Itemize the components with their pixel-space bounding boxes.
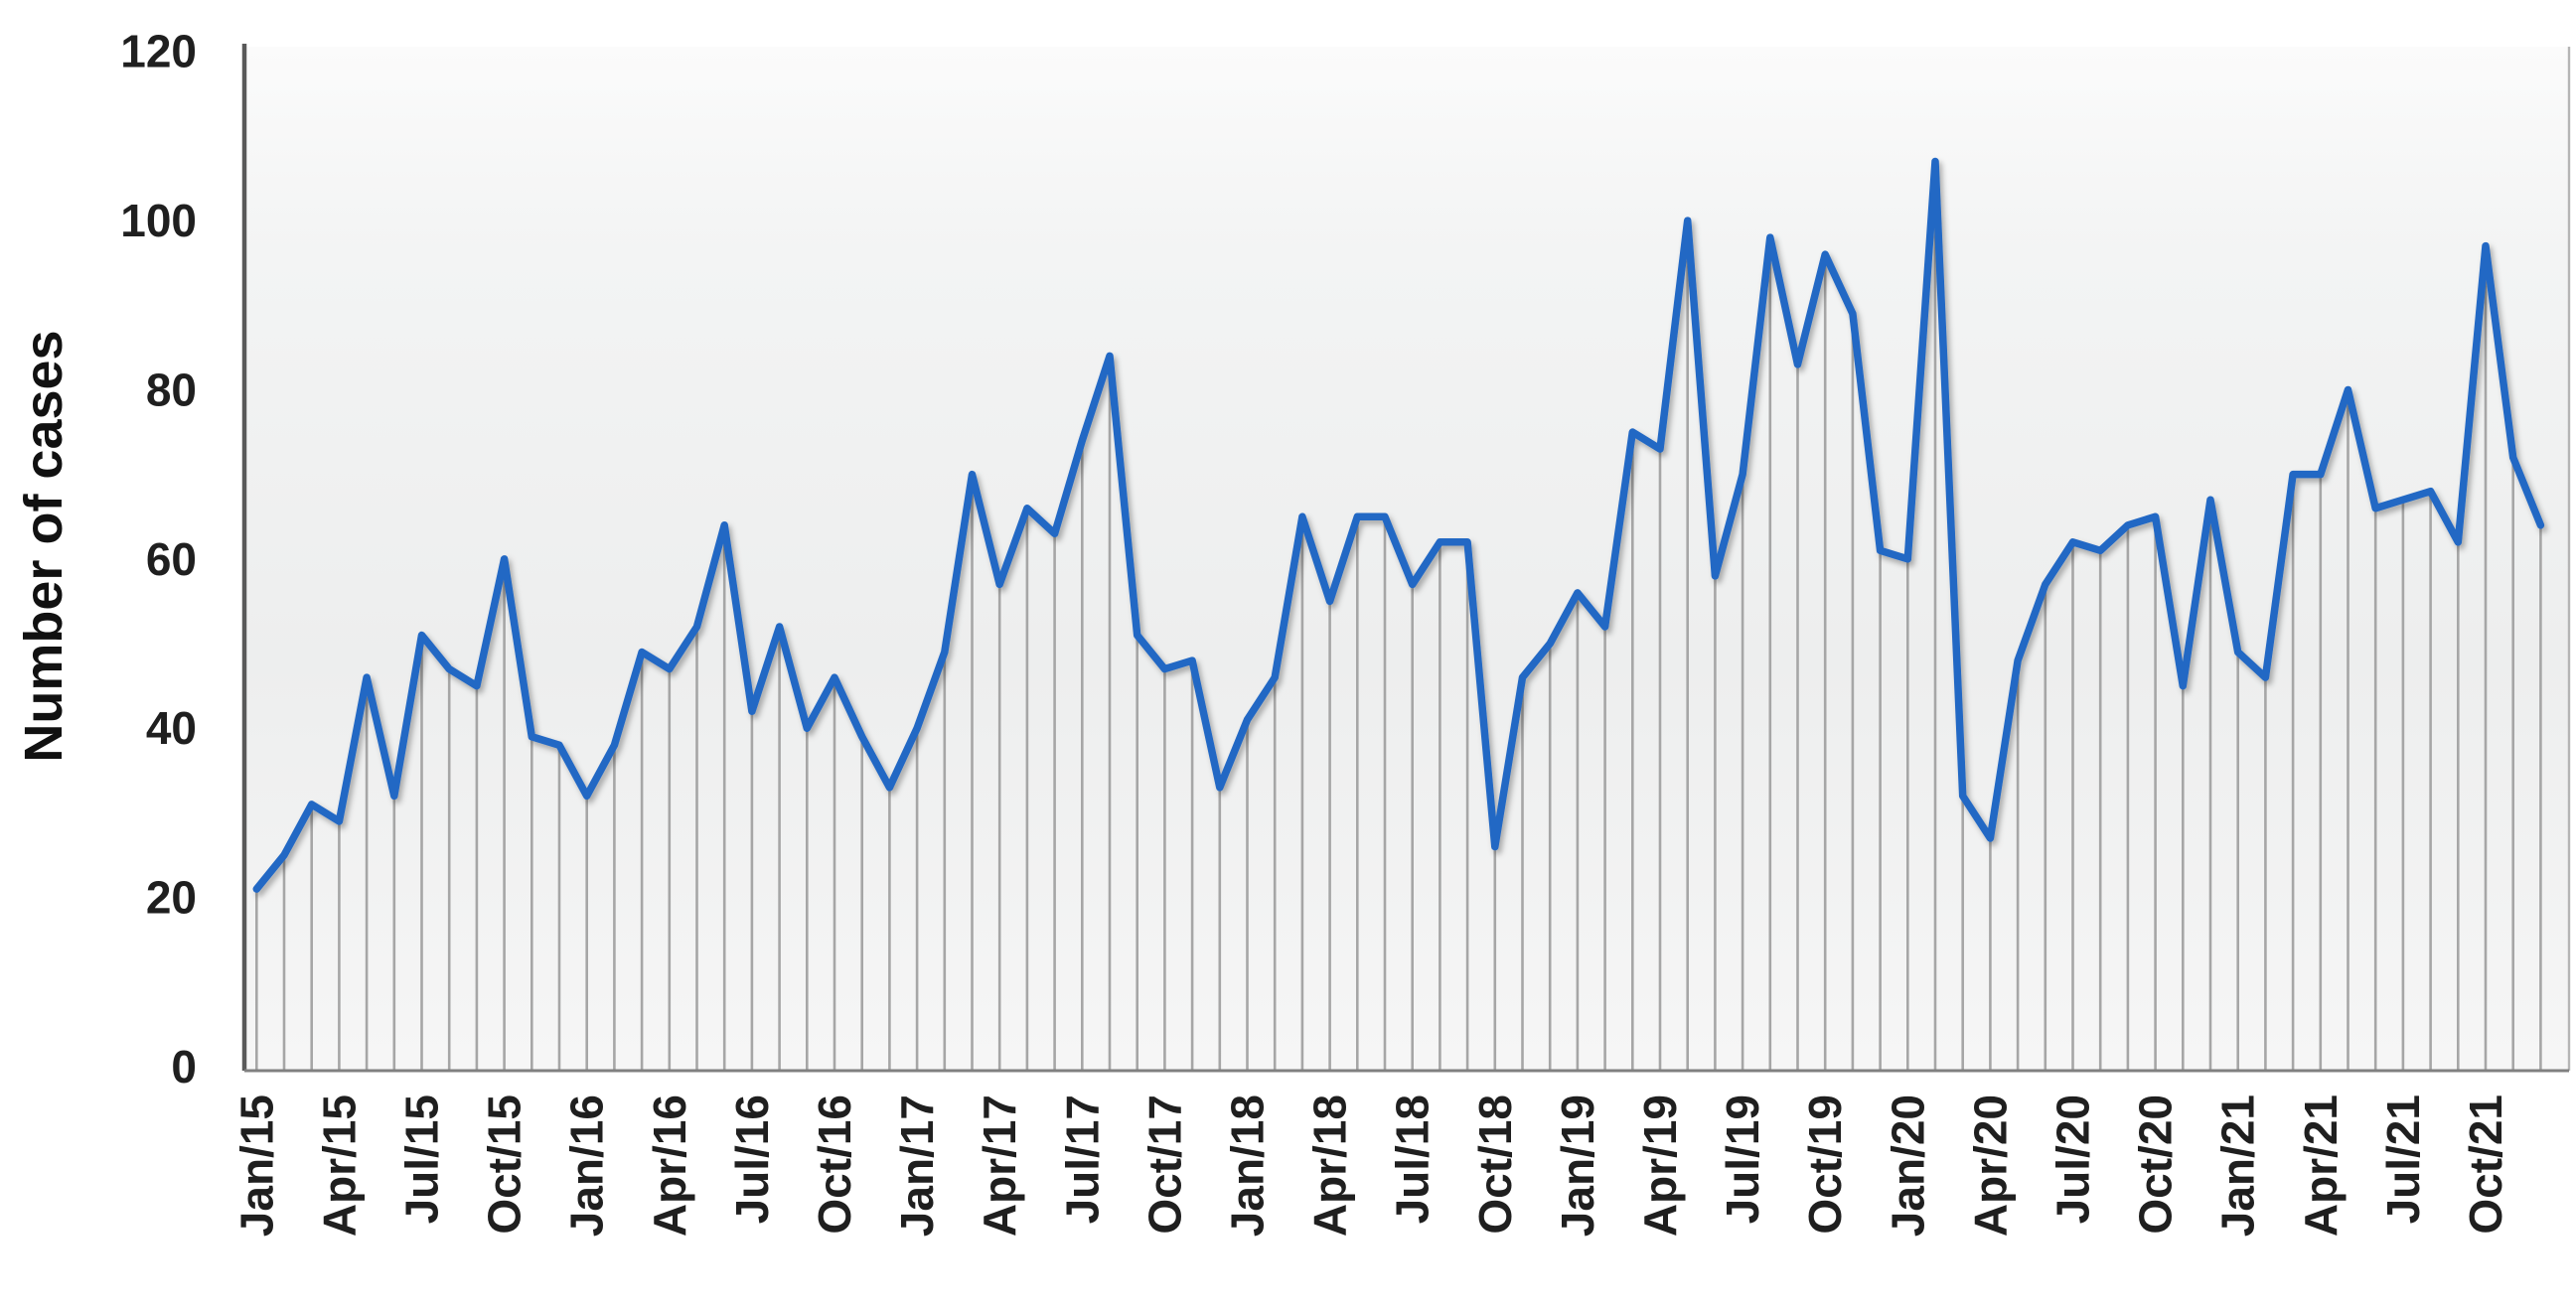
- x-tick-label: Apr/17: [974, 1094, 1025, 1237]
- x-tick-label: Oct/21: [2460, 1094, 2511, 1235]
- x-tick-label: Jul/21: [2377, 1094, 2429, 1224]
- y-tick-label: 100: [120, 195, 197, 246]
- x-tick-label: Apr/15: [313, 1094, 365, 1237]
- x-tick-label: Oct/18: [1469, 1094, 1521, 1235]
- x-tick-label: Oct/17: [1138, 1094, 1190, 1235]
- x-tick-label: Apr/20: [1964, 1094, 2016, 1237]
- y-tick-label: 20: [146, 872, 197, 924]
- x-tick-label: Jan/19: [1552, 1094, 1603, 1237]
- x-tick-label: Jul/20: [2047, 1094, 2099, 1224]
- cases-line-series: [252, 157, 2545, 893]
- x-tick-label: Jul/16: [726, 1094, 778, 1224]
- x-tick-label: Jan/15: [230, 1094, 282, 1237]
- x-tick-label: Jul/17: [1056, 1094, 1108, 1224]
- data-series-group: [252, 157, 2545, 893]
- x-tick-label: Jul/18: [1387, 1094, 1439, 1224]
- x-tick-label: Apr/18: [1304, 1094, 1356, 1237]
- x-tick-label: Jan/16: [561, 1094, 613, 1237]
- x-tick-label: Oct/15: [479, 1094, 530, 1235]
- x-tick-label: Apr/16: [644, 1094, 695, 1237]
- x-tick-label: Oct/19: [1799, 1094, 1851, 1235]
- y-tick-label: 80: [146, 364, 197, 415]
- y-axis-tick-labels: 0 20 40 60 80 100 120: [120, 26, 197, 1093]
- x-axis-tick-labels: Jan/15 Apr/15 Jul/15 Oct/15 Jan/16 Apr/16 Jul/…: [230, 1094, 2511, 1237]
- x-tick-label: Jan/20: [1882, 1094, 1933, 1237]
- y-tick-label: 120: [120, 26, 197, 77]
- y-tick-label: 60: [146, 533, 197, 585]
- x-tick-label: Apr/21: [2295, 1094, 2347, 1237]
- x-tick-label: Oct/16: [809, 1094, 860, 1235]
- axes-group: [241, 44, 2569, 1073]
- y-tick-label: 0: [171, 1041, 197, 1093]
- y-axis-title: Number of cases: [14, 330, 74, 762]
- x-tick-label: Jan/18: [1222, 1094, 1274, 1237]
- x-tick-label: Apr/19: [1634, 1094, 1686, 1237]
- x-tick-label: Jul/15: [396, 1094, 448, 1224]
- x-tick-label: Jan/21: [2212, 1094, 2264, 1237]
- x-tick-label: Jan/17: [891, 1094, 943, 1237]
- x-tick-label: Oct/20: [2130, 1094, 2182, 1235]
- y-tick-label: 40: [146, 702, 197, 754]
- drop-lines-group: [254, 47, 2571, 1071]
- x-tick-label: Jul/19: [1717, 1094, 1768, 1224]
